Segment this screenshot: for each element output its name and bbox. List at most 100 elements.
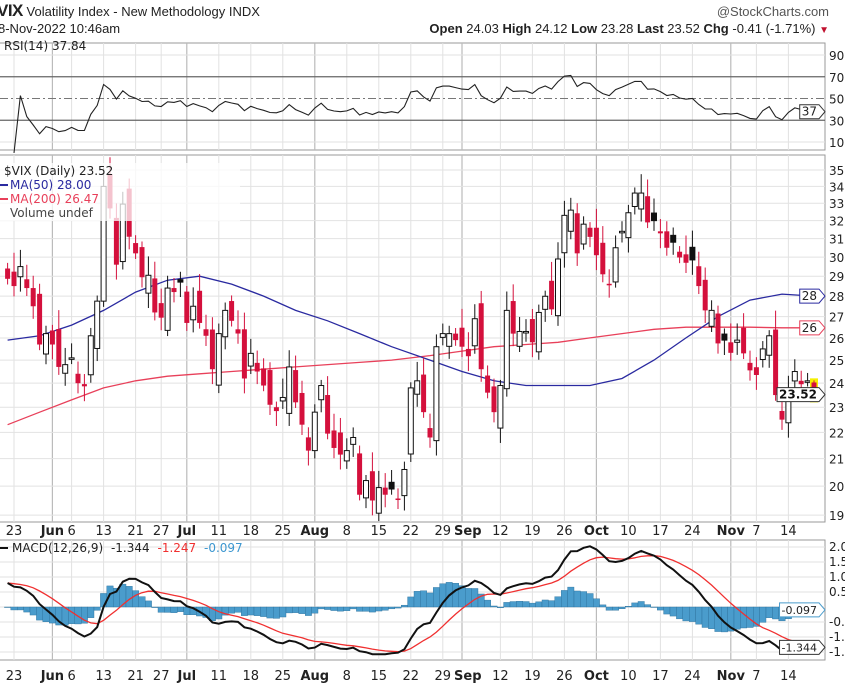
axes: 2323JunJun66131321212727JulJul1111181825… bbox=[6, 49, 845, 684]
macd-hist-bar bbox=[324, 606, 331, 610]
macd-hist-bar bbox=[240, 606, 248, 616]
candle bbox=[478, 290, 484, 382]
macd-hist-bar bbox=[509, 601, 517, 608]
candle-body bbox=[645, 196, 651, 223]
x-tick-label: 21 bbox=[127, 669, 144, 684]
macd-hist-bar bbox=[529, 602, 536, 608]
candle bbox=[612, 235, 619, 288]
candle-body bbox=[753, 367, 759, 375]
candle bbox=[133, 235, 139, 260]
candle-body bbox=[81, 384, 87, 387]
x-tick-label: 17 bbox=[652, 524, 669, 539]
x-tick-label: 29 bbox=[435, 669, 452, 684]
price-tick-label: 32 bbox=[829, 215, 844, 229]
price-tick-label: 30 bbox=[829, 251, 844, 265]
macd-hist-bar bbox=[426, 592, 434, 608]
macd-hist-bar bbox=[535, 601, 543, 608]
candle-body bbox=[43, 333, 49, 355]
symbol-name: Volatility Index - New Methodology bbox=[26, 4, 226, 19]
candle bbox=[580, 216, 587, 250]
candle-body bbox=[561, 214, 568, 254]
last-label: Last bbox=[636, 21, 664, 36]
x-tick-label: 19 bbox=[524, 669, 541, 684]
x-tick-label: Nov bbox=[717, 669, 746, 684]
candle bbox=[24, 264, 30, 297]
candle-body bbox=[293, 370, 299, 403]
candle-body bbox=[677, 251, 683, 258]
macd-hist-bar bbox=[612, 606, 620, 611]
candle-body bbox=[184, 291, 190, 323]
macd-hist-bar bbox=[503, 602, 511, 608]
rsi-tick-label: 90 bbox=[829, 49, 844, 63]
candle-body bbox=[254, 362, 260, 372]
candle bbox=[261, 358, 267, 392]
candle bbox=[485, 365, 491, 399]
macd-hist-bar bbox=[228, 606, 235, 614]
candle-body bbox=[497, 385, 504, 429]
candle-body bbox=[152, 278, 158, 313]
candle-body bbox=[279, 396, 286, 402]
candle-body bbox=[11, 271, 17, 287]
candle-body bbox=[30, 288, 36, 307]
ma50-value-tag: 28 bbox=[799, 288, 826, 304]
macd-hist-bar bbox=[36, 606, 44, 621]
candle bbox=[510, 284, 516, 347]
candle bbox=[203, 314, 209, 347]
candle bbox=[734, 323, 741, 355]
candle bbox=[81, 374, 87, 402]
candle bbox=[696, 251, 702, 295]
down-arrow-icon: ▼ bbox=[819, 25, 829, 36]
macd-hist-bar bbox=[401, 604, 408, 608]
macd-tick-label: 2.0 bbox=[829, 540, 845, 554]
macd-hist-bar bbox=[23, 606, 31, 613]
candle bbox=[606, 269, 612, 298]
candle bbox=[37, 283, 43, 351]
rsi-tick-label: 30 bbox=[829, 114, 844, 128]
candle-body bbox=[139, 247, 145, 278]
macd-hist-bar bbox=[605, 606, 613, 611]
macd-hist-bar bbox=[695, 606, 703, 625]
candle-body bbox=[485, 375, 491, 393]
macd-hist-bar bbox=[586, 593, 594, 608]
candle-body bbox=[439, 333, 446, 338]
candle-body bbox=[209, 329, 215, 370]
macd-hist-bar bbox=[266, 606, 274, 619]
candle-body bbox=[689, 246, 696, 261]
candle bbox=[337, 417, 343, 470]
macd-hist-bar bbox=[631, 602, 639, 608]
macd-hist-bar bbox=[125, 586, 133, 608]
candle bbox=[62, 347, 69, 386]
candle bbox=[152, 261, 158, 321]
macd-hist-bar bbox=[4, 606, 12, 608]
candle-body bbox=[305, 437, 311, 451]
x-tick-label: 6 bbox=[67, 524, 75, 539]
candle bbox=[574, 203, 580, 266]
macd-hist-bar bbox=[541, 599, 549, 608]
candle bbox=[247, 338, 254, 375]
candle-body bbox=[24, 279, 30, 289]
macd-hist-bar bbox=[369, 606, 376, 613]
open-label: Open bbox=[429, 21, 463, 36]
candle-body bbox=[56, 329, 62, 367]
candle bbox=[747, 350, 753, 381]
candle-body bbox=[113, 217, 119, 265]
candle bbox=[555, 242, 561, 326]
macd-legend-signal: -1.247 bbox=[157, 541, 196, 555]
macd-hist-bar bbox=[375, 606, 383, 612]
macd-hist-bar bbox=[548, 600, 556, 608]
macd-hist-tag: -0.097 bbox=[779, 602, 826, 618]
candle-body bbox=[357, 453, 363, 495]
candle-body bbox=[471, 318, 478, 347]
candle-body bbox=[747, 362, 753, 371]
candle-body bbox=[331, 430, 337, 448]
macd-hist-bar bbox=[260, 606, 267, 617]
candle-body bbox=[734, 339, 741, 343]
macd-hist-bar bbox=[580, 591, 588, 608]
candle bbox=[215, 323, 222, 394]
rsi-panel bbox=[13, 74, 815, 153]
candle bbox=[49, 324, 55, 360]
candle bbox=[145, 256, 152, 309]
rsi-line bbox=[13, 74, 815, 153]
legend-price: $VIX (Daily) 23.52 bbox=[4, 164, 113, 178]
price-tick-label: 29 bbox=[829, 270, 844, 284]
